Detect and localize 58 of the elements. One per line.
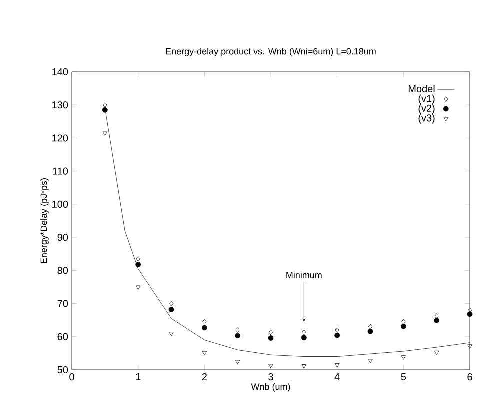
point — [334, 332, 340, 338]
point — [402, 319, 406, 325]
y-tick-label: 80 — [58, 267, 68, 274]
point — [202, 319, 207, 325]
point — [301, 335, 307, 341]
point — [136, 286, 141, 290]
point — [268, 336, 274, 341]
y-axis-title: Energy*Delay (pJ*ps) — [40, 178, 49, 264]
point — [368, 328, 374, 334]
y-tick-label: 50 — [58, 366, 68, 374]
point — [169, 332, 174, 336]
y-tick-label: 120 — [52, 134, 68, 142]
point — [302, 364, 307, 369]
point — [169, 301, 174, 306]
x-tick-label: 0 — [70, 374, 74, 381]
point — [401, 356, 406, 360]
point — [434, 351, 440, 356]
annotation: Minimum — [286, 272, 322, 278]
point — [136, 256, 140, 262]
point — [102, 107, 108, 113]
point — [235, 360, 240, 364]
point — [268, 330, 274, 336]
point — [400, 324, 406, 330]
y-tick-label: 60 — [58, 333, 68, 340]
y-tick-label: 110 — [53, 168, 68, 175]
point — [202, 351, 208, 356]
x-tick-label: 2 — [202, 374, 207, 381]
point — [368, 324, 373, 330]
point — [268, 364, 274, 368]
y-tick-label: 100 — [52, 200, 68, 208]
point — [236, 328, 240, 333]
x-tick-label: 3 — [268, 374, 274, 381]
point — [103, 102, 108, 108]
point — [302, 330, 306, 336]
y-tick-label: 90 — [58, 234, 68, 242]
x-tick-label: 5 — [401, 374, 406, 381]
point — [335, 328, 340, 333]
x-tick-label: 1 — [136, 374, 141, 380]
legend-label: (v3) — [418, 114, 435, 124]
point — [235, 333, 241, 339]
chart-title: Energy-delay product vs. Wnb (Wni=6um) L=0.18um — [166, 48, 376, 56]
point — [102, 132, 108, 136]
x-axis-title: Wnb (um) — [251, 383, 290, 392]
point — [434, 318, 440, 324]
y-tick-label: 70 — [58, 300, 68, 308]
x-tick-label: 4 — [334, 374, 340, 380]
point — [168, 307, 174, 312]
legend-label: (v1) — [418, 94, 435, 104]
y-tick-label: 130 — [52, 102, 68, 109]
point — [468, 344, 472, 349]
point — [334, 364, 340, 368]
legend-label: Model — [408, 85, 435, 92]
point — [136, 262, 142, 268]
point — [202, 325, 208, 331]
x-tick-label: 6 — [468, 374, 472, 381]
point — [368, 359, 373, 364]
y-tick-label: 140 — [52, 68, 68, 76]
legend-label: (v2) — [418, 104, 435, 114]
